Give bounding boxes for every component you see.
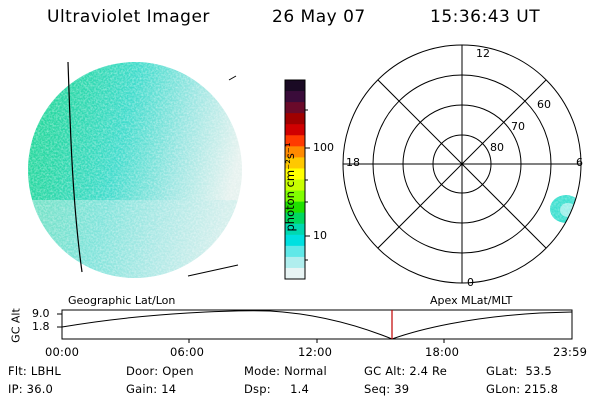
time-tick-1800: 18:00	[425, 345, 460, 359]
dawn-line	[67, 61, 83, 273]
altitude-ytick-high: 9.0	[32, 307, 50, 320]
earth-disk-image	[28, 62, 242, 278]
instrument-title: Ultraviolet Imager	[47, 7, 210, 27]
time-tick-0600: 06:00	[170, 345, 205, 359]
colorbar-segment	[285, 135, 305, 147]
altitude-ytick-low: 1.8	[32, 320, 50, 333]
limb-tick	[228, 75, 237, 81]
altitude-plot	[57, 309, 573, 343]
status-gc-alt: GC Alt: 2.4 Re	[364, 364, 448, 378]
date-label: 26 May 07	[272, 7, 366, 27]
colorbar-segment	[285, 190, 305, 203]
time-tick-1200: 12:00	[298, 345, 333, 359]
colorbar	[285, 80, 305, 280]
mlt-label-18: 18	[346, 156, 360, 169]
colorbar-segment	[285, 157, 305, 169]
limb-line	[187, 264, 239, 277]
colorbar-segment	[285, 212, 305, 225]
status-ip: IP: 36.0	[8, 382, 54, 396]
altitude-ylabel: GC Alt	[9, 308, 23, 343]
colorbar-segment	[285, 113, 305, 125]
status-gain: Gain: 14	[126, 382, 177, 396]
lat-label-70: 70	[511, 120, 525, 133]
colorbar-segment	[285, 80, 305, 92]
mlt-label-6: 6	[576, 156, 583, 169]
colorbar-tick-100: 100	[313, 141, 334, 154]
status-seq: Seq: 39	[364, 382, 410, 396]
status-door: Door: Open	[126, 364, 194, 378]
status-glon: GLon: 215.8	[486, 382, 559, 396]
lat-label-60: 60	[537, 98, 551, 111]
time-label: 15:36:43 UT	[430, 7, 541, 27]
polar-plot	[342, 44, 582, 284]
colorbar-segment	[285, 245, 305, 258]
colorbar-segment	[285, 223, 305, 236]
colorbar-segment	[285, 102, 305, 114]
time-tick-2359: 23:59	[553, 345, 588, 359]
time-tick-0000: 00:00	[45, 345, 80, 359]
apex-caption: Apex MLat/MLT	[430, 294, 513, 307]
geographic-caption: Geographic Lat/Lon	[68, 294, 176, 307]
colorbar-unit-label: photon cm⁻²s⁻¹	[283, 142, 297, 232]
mlt-label-0: 0	[467, 276, 474, 289]
colorbar-tick-10: 10	[313, 229, 327, 242]
status-flt: Flt: LBHL	[8, 364, 62, 378]
lat-label-80: 80	[490, 141, 504, 154]
status-glat: GLat: 53.5	[486, 364, 552, 378]
colorbar-segment	[285, 124, 305, 136]
colorbar-segment	[285, 179, 305, 192]
colorbar-segment	[285, 256, 305, 269]
colorbar-segment	[285, 201, 305, 214]
status-mode: Mode: Normal	[244, 364, 327, 378]
colorbar-segment	[285, 146, 305, 158]
colorbar-segment	[285, 91, 305, 103]
colorbar-segment	[285, 267, 305, 280]
status-dsp: Dsp: 1.4	[244, 382, 309, 396]
colorbar-segment	[285, 168, 305, 180]
colorbar-segment	[285, 234, 305, 247]
mlt-label-12: 12	[476, 47, 490, 60]
altitude-curve	[61, 310, 573, 340]
